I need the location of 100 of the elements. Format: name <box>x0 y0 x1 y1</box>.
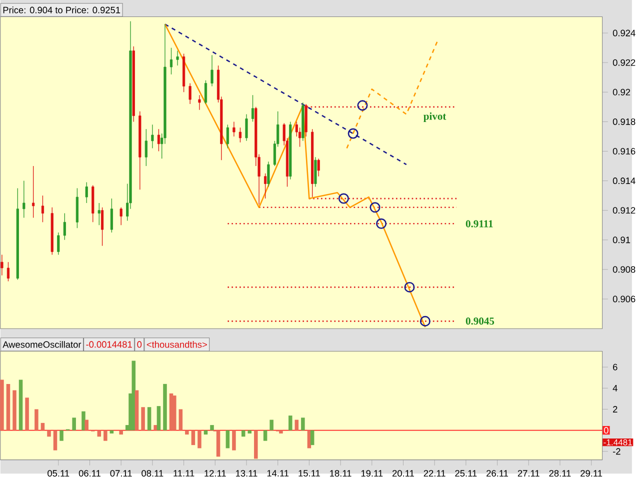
text: -1.4481 <box>604 439 632 446</box>
candlestick <box>6 262 10 282</box>
bar <box>301 418 305 430</box>
candlestick <box>317 158 320 177</box>
bar <box>53 430 58 450</box>
x-tick-label: 14.11 <box>267 470 289 476</box>
point <box>370 202 380 213</box>
candlestick <box>41 195 44 223</box>
text: -0.0014481 <box>86 341 132 348</box>
y-tick-label: 2 <box>613 406 618 412</box>
bar <box>210 425 214 430</box>
text: 0 <box>137 341 142 348</box>
candlestick <box>63 212 66 240</box>
bar <box>40 422 45 430</box>
candlestick <box>176 50 179 66</box>
bar <box>82 411 86 430</box>
candlestick <box>170 47 173 75</box>
x-tick-label: 26.11 <box>486 470 508 477</box>
bar <box>172 396 176 430</box>
bar <box>0 380 4 430</box>
bar <box>72 418 76 430</box>
x-tick-label: 20.11 <box>392 470 414 477</box>
candlestick <box>188 82 192 104</box>
chart-title: AwesomeOscillator <box>2 341 82 348</box>
point <box>357 100 368 111</box>
y-tick-label: 0.906 <box>612 296 636 302</box>
bar <box>34 409 38 430</box>
bar <box>134 390 139 430</box>
bar <box>216 430 220 457</box>
candlestick <box>238 127 242 143</box>
y-tick-label: 0.924 <box>612 30 636 36</box>
annotation: 0.9111 <box>466 220 493 228</box>
bar <box>154 425 158 430</box>
candlestick <box>198 94 201 110</box>
y-tick-label: 4 <box>612 384 618 392</box>
bar <box>226 430 230 448</box>
candlestick <box>85 182 88 204</box>
bar <box>163 384 167 430</box>
bar <box>147 407 152 430</box>
bar <box>254 430 258 459</box>
candlestick <box>251 94 254 122</box>
y-tick-label: 0.918 <box>612 118 636 125</box>
x-tick-label: 05.11 <box>48 470 70 477</box>
candlestick <box>264 173 267 199</box>
y-tick-label: 0.916 <box>612 148 636 154</box>
bar <box>6 384 10 430</box>
point <box>404 282 415 292</box>
y-tick-label: 0.914 <box>612 178 636 184</box>
x-tick-label: 08.11 <box>142 470 164 477</box>
y-tick-label: 0.92 <box>612 88 630 96</box>
candlestick <box>210 54 214 87</box>
candlestick <box>22 180 26 218</box>
bar <box>185 430 189 435</box>
bar <box>248 430 252 434</box>
x-tick-label: 28.11 <box>549 470 571 477</box>
bar <box>104 430 108 441</box>
bar <box>232 430 236 450</box>
candlestick <box>314 156 317 188</box>
x-tick-label: 11.11 <box>174 470 194 476</box>
bar <box>294 420 299 430</box>
candlestick <box>0 254 4 276</box>
candlestick <box>100 207 104 246</box>
y-tick-label: 0.91 <box>612 236 630 244</box>
annotation: 0.9045 <box>466 318 494 325</box>
candlestick <box>32 166 35 218</box>
x-tick-label: 29.11 <box>580 470 602 477</box>
x-tick-label: 18.11 <box>330 470 352 477</box>
x-tick-label: 15.11 <box>298 470 320 476</box>
candlestick <box>151 124 154 149</box>
x-tick-label: 07.11 <box>110 470 132 477</box>
candlestick <box>120 207 122 226</box>
point <box>338 193 349 204</box>
y-tick-label: 0.922 <box>612 59 636 66</box>
bar <box>141 407 145 430</box>
bar <box>12 390 16 430</box>
candlestick <box>144 128 148 166</box>
x-tick-label: 22.11 <box>424 470 446 477</box>
y-tick-label: -2 <box>612 448 620 455</box>
point <box>348 128 358 139</box>
candlestick <box>110 198 113 233</box>
bar <box>25 398 29 430</box>
candlestick <box>98 202 100 226</box>
point <box>376 218 387 229</box>
bar <box>84 420 88 430</box>
bar <box>119 430 123 435</box>
bar <box>198 430 202 448</box>
bar <box>178 409 183 430</box>
point <box>420 316 430 326</box>
y-tick-label: 0.908 <box>612 266 636 273</box>
candlestick <box>245 114 248 142</box>
bar <box>270 420 274 430</box>
ref-line-label: 0 <box>604 427 608 434</box>
x-tick-label: 25.11 <box>455 470 477 477</box>
candlestick <box>157 128 160 152</box>
y-tick-label: 6 <box>613 364 618 370</box>
bar <box>279 430 283 434</box>
candlestick <box>57 232 60 256</box>
x-tick-label: 13.11 <box>236 470 258 477</box>
bar <box>18 380 23 430</box>
bar <box>288 416 292 430</box>
